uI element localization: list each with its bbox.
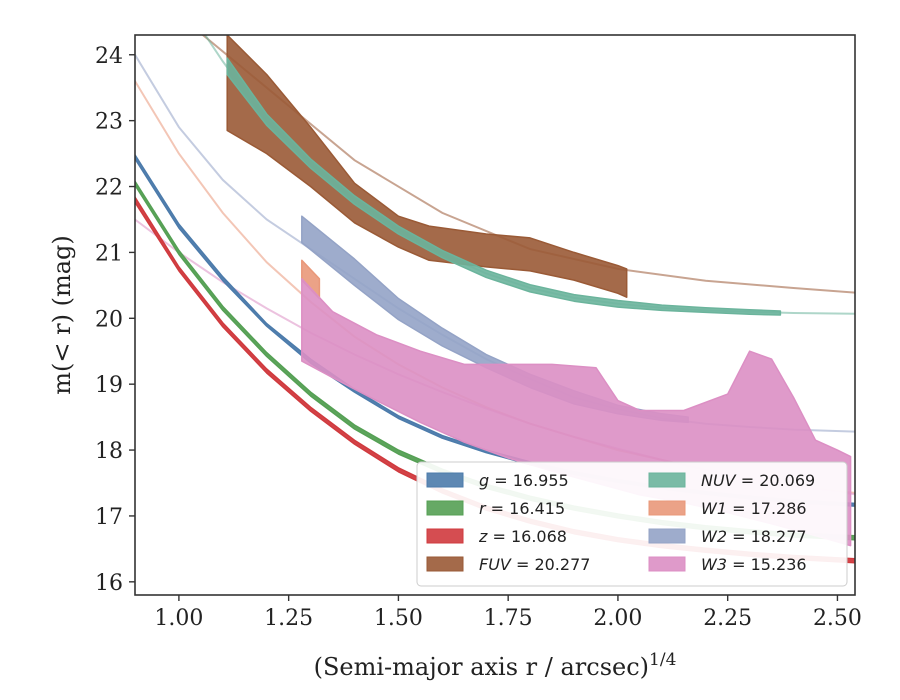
x-axis-label-exponent: 1/4 <box>649 650 676 670</box>
y-tick-label: 20 <box>95 307 123 332</box>
x-tick-label: 1.50 <box>374 606 423 631</box>
legend-box <box>416 461 848 587</box>
y-tick-label: 17 <box>95 505 123 530</box>
y-tick-label: 18 <box>95 439 123 464</box>
legend-label: W1 = 17.286 <box>701 499 807 518</box>
profile-band-z <box>135 196 855 564</box>
y-tick-label: 19 <box>95 373 123 398</box>
x-axis-label: (Semi-major axis r / arcsec)1/4 <box>314 650 677 681</box>
legend-entry-w1: W1 = 17.286 <box>648 499 807 518</box>
legend-swatch <box>648 472 686 488</box>
legend-swatch <box>648 500 686 516</box>
y-tick-label: 22 <box>95 176 123 201</box>
legend-label: FUV = 20.277 <box>479 555 590 574</box>
x-tick-label: 2.50 <box>813 606 862 631</box>
legend-swatch <box>426 556 464 572</box>
legend-entry-g: g = 16.955 <box>426 471 569 490</box>
x-tick-label: 2.25 <box>703 606 752 631</box>
axis-ticks: 1.00 1.25 1.50 1.75 2.00 2.25 2.50 16 17 18 19 20 21… <box>95 44 862 631</box>
x-tick-label: 1.75 <box>484 606 533 631</box>
legend-entry-r: r = 16.415 <box>426 499 565 518</box>
legend-entry-w2: W2 = 18.277 <box>648 527 807 546</box>
legend-entry-fuv: FUV = 20.277 <box>426 555 590 574</box>
legend-swatch <box>426 528 464 544</box>
legend-label: W3 = 15.236 <box>701 555 807 574</box>
legend-swatch <box>426 472 464 488</box>
legend-label: g = 16.955 <box>479 471 569 490</box>
legend-swatch <box>648 556 686 572</box>
legend-label: r = 16.415 <box>479 499 565 518</box>
x-tick-label: 1.00 <box>154 606 203 631</box>
legend-swatch <box>426 500 464 516</box>
profile-band-r <box>135 180 855 541</box>
profile-band-nuv <box>226 57 782 316</box>
y-tick-label: 21 <box>95 241 123 266</box>
legend-label: NUV = 20.069 <box>701 471 815 490</box>
y-tick-label: 23 <box>95 110 123 135</box>
legend-entry-z: z = 16.068 <box>426 527 567 546</box>
x-tick-label: 2.00 <box>593 606 642 631</box>
y-tick-label: 24 <box>95 44 123 69</box>
legend-label: z = 16.068 <box>478 527 567 546</box>
legend-entry-w3: W3 = 15.236 <box>648 555 807 574</box>
legend-swatch <box>648 528 686 544</box>
x-tick-label: 1.25 <box>264 606 313 631</box>
legend-entry-nuv: NUV = 20.069 <box>648 471 815 490</box>
y-axis-label: m(< r) (mag) <box>48 235 76 394</box>
legend: g = 16.955 r = 16.415 z = 16.068 FUV = 20.2… <box>416 461 848 587</box>
y-tick-label: 16 <box>95 571 123 596</box>
legend-label: W2 = 18.277 <box>701 527 807 546</box>
plot-frame <box>134 34 856 596</box>
